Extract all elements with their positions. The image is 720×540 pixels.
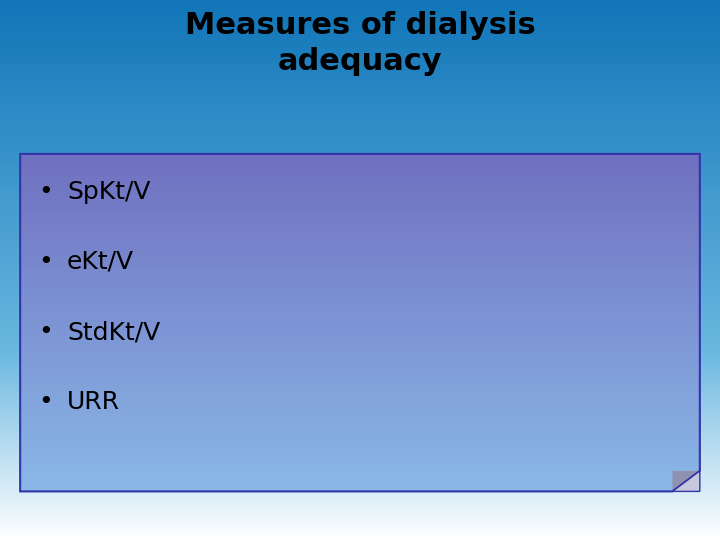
- Text: StdKt/V: StdKt/V: [67, 320, 161, 344]
- Text: SpKt/V: SpKt/V: [67, 180, 150, 204]
- Text: •: •: [38, 250, 53, 274]
- Text: •: •: [38, 180, 53, 204]
- Text: Measures of dialysis
adequacy: Measures of dialysis adequacy: [184, 11, 536, 76]
- Text: •: •: [38, 320, 53, 344]
- Text: URR: URR: [67, 390, 120, 414]
- Polygon shape: [672, 471, 700, 491]
- Polygon shape: [672, 471, 700, 491]
- Text: eKt/V: eKt/V: [67, 250, 134, 274]
- Text: •: •: [38, 390, 53, 414]
